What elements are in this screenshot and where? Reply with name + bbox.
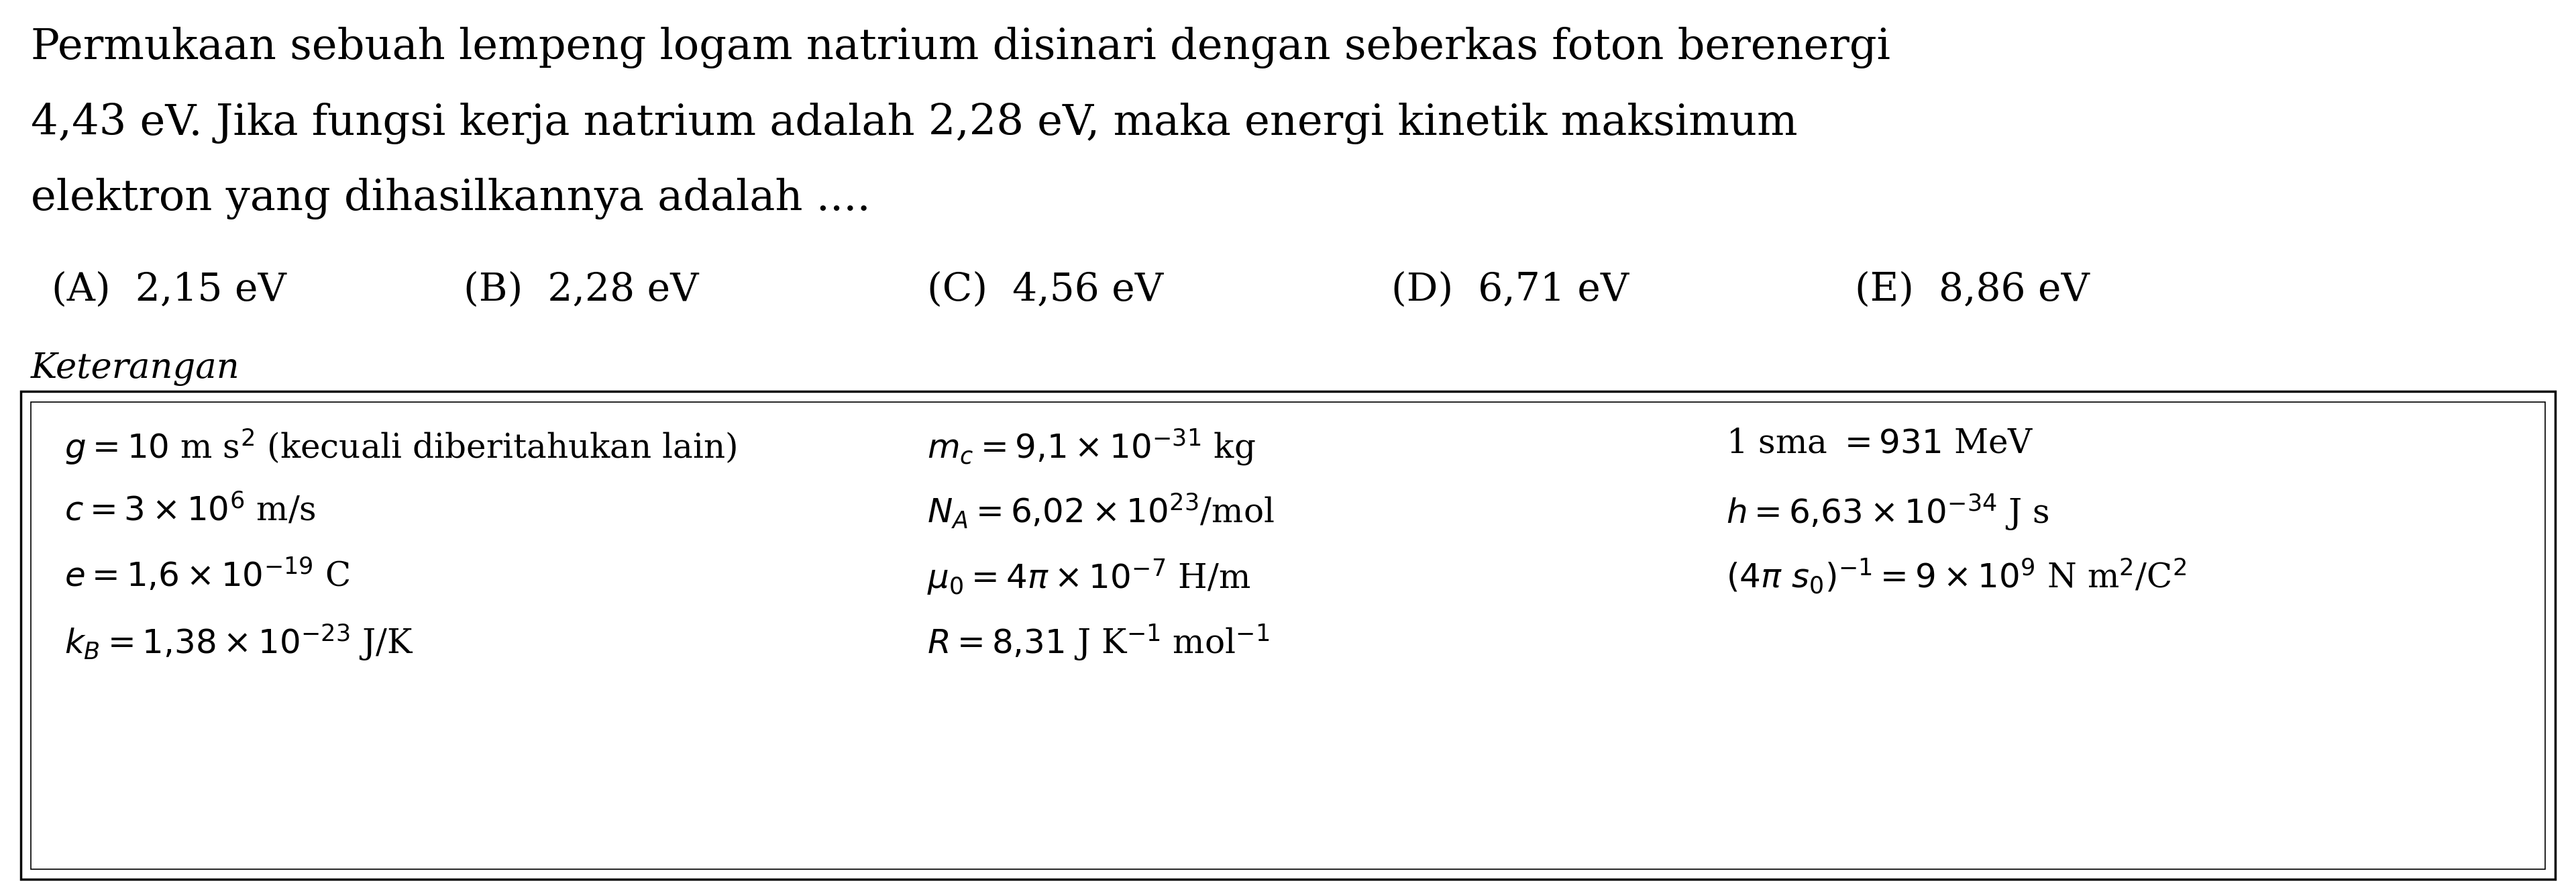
- Text: (B)  2,28 eV: (B) 2,28 eV: [464, 271, 698, 309]
- Text: (E)  8,86 eV: (E) 8,86 eV: [1855, 271, 2089, 309]
- Text: $\mu_{0} = 4\pi \times 10^{-7}$ H/m: $\mu_{0} = 4\pi \times 10^{-7}$ H/m: [927, 557, 1252, 597]
- Text: $N_{A} = 6{,}02 \times 10^{23}$/mol: $N_{A} = 6{,}02 \times 10^{23}$/mol: [927, 492, 1275, 530]
- Text: $h = 6{,}63 \times 10^{-34}$ J s: $h = 6{,}63 \times 10^{-34}$ J s: [1726, 492, 2048, 532]
- Text: (A)  2,15 eV: (A) 2,15 eV: [52, 271, 286, 309]
- Text: 4,43 eV. Jika fungsi kerja natrium adalah 2,28 eV, maka energi kinetik maksimum: 4,43 eV. Jika fungsi kerja natrium adala…: [31, 102, 1798, 144]
- Text: $k_{B} = 1{,}38 \times 10^{-23}$ J/K: $k_{B} = 1{,}38 \times 10^{-23}$ J/K: [64, 622, 415, 662]
- Text: $(4\pi\ s_{0})^{-1} = 9 \times 10^{9}$ N m$^{2}$/C$^{2}$: $(4\pi\ s_{0})^{-1} = 9 \times 10^{9}$ N…: [1726, 557, 2187, 595]
- Text: Permukaan sebuah lempeng logam natrium disinari dengan seberkas foton berenergi: Permukaan sebuah lempeng logam natrium d…: [31, 27, 1891, 69]
- Text: (D)  6,71 eV: (D) 6,71 eV: [1391, 271, 1628, 309]
- Text: $R = 8{,}31$ J K$^{-1}$ mol$^{-1}$: $R = 8{,}31$ J K$^{-1}$ mol$^{-1}$: [927, 622, 1270, 663]
- FancyBboxPatch shape: [31, 402, 2545, 869]
- Text: $e = 1{,}6 \times 10^{-19}$ C: $e = 1{,}6 \times 10^{-19}$ C: [64, 557, 350, 594]
- FancyBboxPatch shape: [21, 392, 2555, 879]
- Text: $m_{c} = 9{,}1 \times 10^{-31}$ kg: $m_{c} = 9{,}1 \times 10^{-31}$ kg: [927, 427, 1257, 467]
- Text: elektron yang dihasilkannya adalah ....: elektron yang dihasilkannya adalah ....: [31, 178, 871, 220]
- Text: $c = 3 \times 10^{6}$ m/s: $c = 3 \times 10^{6}$ m/s: [64, 492, 317, 528]
- Text: $g = 10$ m s$^{2}$ (kecuali diberitahukan lain): $g = 10$ m s$^{2}$ (kecuali diberitahuka…: [64, 427, 737, 466]
- Text: (C)  4,56 eV: (C) 4,56 eV: [927, 271, 1164, 309]
- Text: Keterangan: Keterangan: [31, 352, 240, 385]
- Text: 1 sma $= 931$ MeV: 1 sma $= 931$ MeV: [1726, 427, 2032, 460]
